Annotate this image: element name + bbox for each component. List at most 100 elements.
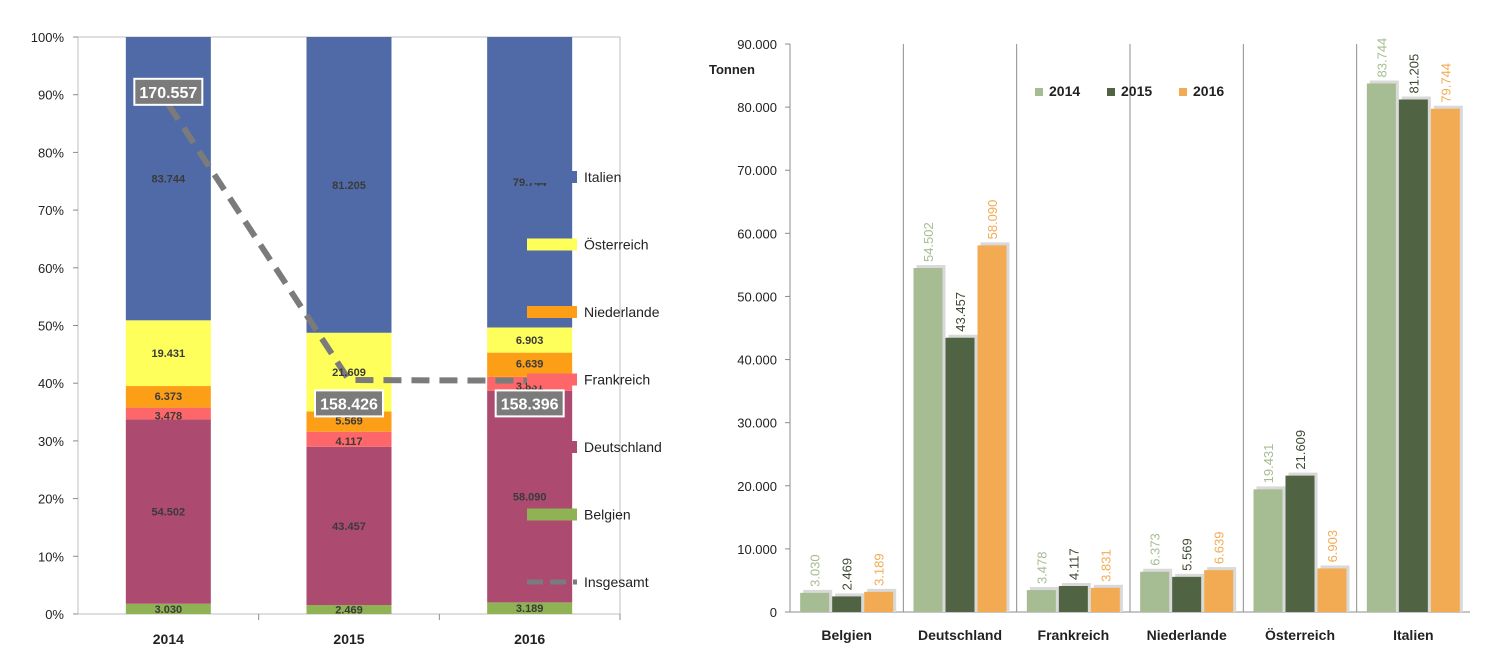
total-box — [133, 77, 204, 106]
bar-2014-frankreich — [1026, 590, 1056, 612]
y-tick-label: 70% — [38, 203, 64, 218]
bar-2015-niederlande — [1172, 576, 1202, 612]
legend-label-belgien: Belgien — [584, 507, 631, 523]
segment-label-deutschland-2015: 43.457 — [332, 521, 366, 533]
legend-swatch-niederlande — [527, 306, 577, 318]
y-tick-label: 10.000 — [737, 542, 777, 557]
bar-label-2014-italien: 83.744 — [1374, 38, 1389, 78]
legend-swatch-belgien — [527, 508, 577, 521]
bar-segment-belgien-2014 — [125, 603, 211, 614]
bar-segment-niederlande-2014 — [125, 386, 211, 408]
bar-label-2015-frankreich: 4.117 — [1066, 548, 1081, 580]
y-tick-label: 80.000 — [737, 100, 777, 115]
total-box — [494, 389, 565, 418]
bar-segment-belgien-2015 — [306, 605, 392, 614]
bar-label-2014-frankreich: 3.478 — [1034, 552, 1049, 585]
total-label: 158.426 — [320, 396, 378, 413]
segment-label-italien-2015: 81.205 — [332, 180, 366, 192]
legend-swatch--sterreich — [527, 238, 577, 251]
bar-2016-italien — [1430, 108, 1460, 613]
y-tick-label: 90% — [38, 88, 64, 103]
y-tick-label: 0% — [45, 607, 64, 622]
legend-label-2016: 2016 — [1193, 83, 1224, 99]
bar-label-2016-italien: 79.744 — [1438, 63, 1453, 103]
y-tick-label: 50.000 — [737, 289, 777, 304]
bar-label-2015-italien: 81.205 — [1406, 54, 1421, 94]
x-tick-label: Belgien — [821, 627, 872, 643]
left-stacked-chart: 0% 10% 20% 30% 40% 50% 60% 70% 80% 90% 100% 2014 201… — [31, 30, 621, 647]
legend-label-italien: Italien — [584, 169, 621, 185]
legend-label-insgesamt: Insgesamt — [584, 574, 649, 590]
bar-2014--sterreich — [1253, 489, 1283, 612]
y-axis-title: Tonnen — [709, 62, 755, 77]
bar-label-2015-deutschland: 43.457 — [953, 292, 968, 332]
bar-2015-frankreich — [1058, 586, 1088, 612]
y-tick-label: 50% — [38, 319, 64, 334]
legend-swatch-2015 — [1107, 88, 1115, 96]
legend-swatch-2014 — [1035, 88, 1043, 96]
bar-2014-belgien — [800, 592, 830, 612]
bar-2015-italien — [1398, 99, 1428, 612]
y-tick-label: 40% — [38, 376, 64, 391]
bar-segment-frankreich-2014 — [125, 407, 211, 420]
segment-label-belgien-2014: 3.030 — [155, 604, 183, 616]
legend-label-frankreich: Frankreich — [584, 372, 650, 388]
bar-2016--sterreich — [1317, 568, 1347, 612]
bar-2016-belgien — [864, 591, 894, 612]
y-tick-label: 20% — [38, 492, 64, 507]
segment-label--sterreich-2016: 6.903 — [516, 335, 544, 347]
bar-2014-deutschland — [913, 268, 943, 612]
legend-label-niederlande: Niederlande — [584, 304, 660, 320]
y-tick-label: 70.000 — [737, 163, 777, 178]
legend-swatch-2016 — [1179, 88, 1187, 96]
legend-label-deutschland: Deutschland — [584, 439, 662, 455]
bar-2014-niederlande — [1140, 571, 1170, 612]
y-tick-label: 60% — [38, 261, 64, 276]
segment-label-frankreich-2015: 4.117 — [336, 436, 363, 448]
x-tick-label: Österreich — [1265, 627, 1335, 643]
y-tick-label: 100% — [31, 30, 65, 45]
x-tick-label: 2014 — [153, 631, 184, 647]
segment-label-deutschland-2016: 58.090 — [513, 492, 547, 504]
bar-label-2016-belgien: 3.189 — [872, 553, 887, 586]
y-tick-label: 80% — [38, 145, 64, 160]
bar-segment-deutschland-2015 — [306, 446, 392, 606]
bar-2016-frankreich — [1090, 587, 1120, 612]
y-tick-label: 10% — [38, 549, 64, 564]
bar-label-2014-niederlande: 6.373 — [1148, 533, 1163, 566]
bar-2016-deutschland — [977, 245, 1007, 612]
y-tick-label: 30% — [38, 434, 64, 449]
bar-label-2014-deutschland: 54.502 — [921, 222, 936, 262]
legend-swatch-italien — [527, 171, 577, 183]
segment-label--sterreich-2015: 21.609 — [332, 367, 366, 379]
insgesamt-line — [165, 102, 530, 384]
bar-2015-belgien — [832, 596, 862, 612]
bar-2016-niederlande — [1204, 570, 1234, 612]
segment-label-belgien-2015: 2.469 — [335, 605, 363, 617]
segment-label--sterreich-2014: 19.431 — [152, 348, 186, 360]
bar-label-2016-frankreich: 3.831 — [1098, 549, 1113, 582]
bar-label-2015--sterreich: 21.609 — [1293, 430, 1308, 470]
legend-label-2014: 2014 — [1049, 83, 1080, 99]
bar-segment-italien-2015 — [306, 37, 392, 333]
left-legend: Italien Österreich Niederlande Frankreich De… — [527, 169, 662, 590]
bar-segment-niederlande-2016 — [487, 352, 573, 377]
segment-label-niederlande-2016: 6.639 — [516, 359, 544, 371]
legend-swatch-deutschland — [527, 441, 577, 453]
x-tick-label: Niederlande — [1147, 627, 1227, 643]
bar-segment-frankreich-2015 — [306, 431, 392, 447]
x-tick-label: 2016 — [514, 631, 545, 647]
bar-segment-deutschland-2016 — [487, 390, 573, 603]
total-label: 170.557 — [139, 85, 197, 102]
bar-segment--sterreich-2016 — [487, 327, 573, 353]
segment-label-niederlande-2015: 5.569 — [335, 416, 363, 428]
total-box — [314, 389, 384, 418]
legend-label--sterreich: Österreich — [584, 236, 649, 253]
y-tick-label: 20.000 — [737, 479, 777, 494]
bar-label-2015-belgien: 2.469 — [840, 558, 855, 591]
y-tick-label: 30.000 — [737, 416, 777, 431]
x-tick-label: Italien — [1393, 627, 1433, 643]
bar-label-2016-deutschland: 58.090 — [985, 200, 1000, 240]
bar-label-2015-niederlande: 5.569 — [1180, 538, 1195, 571]
